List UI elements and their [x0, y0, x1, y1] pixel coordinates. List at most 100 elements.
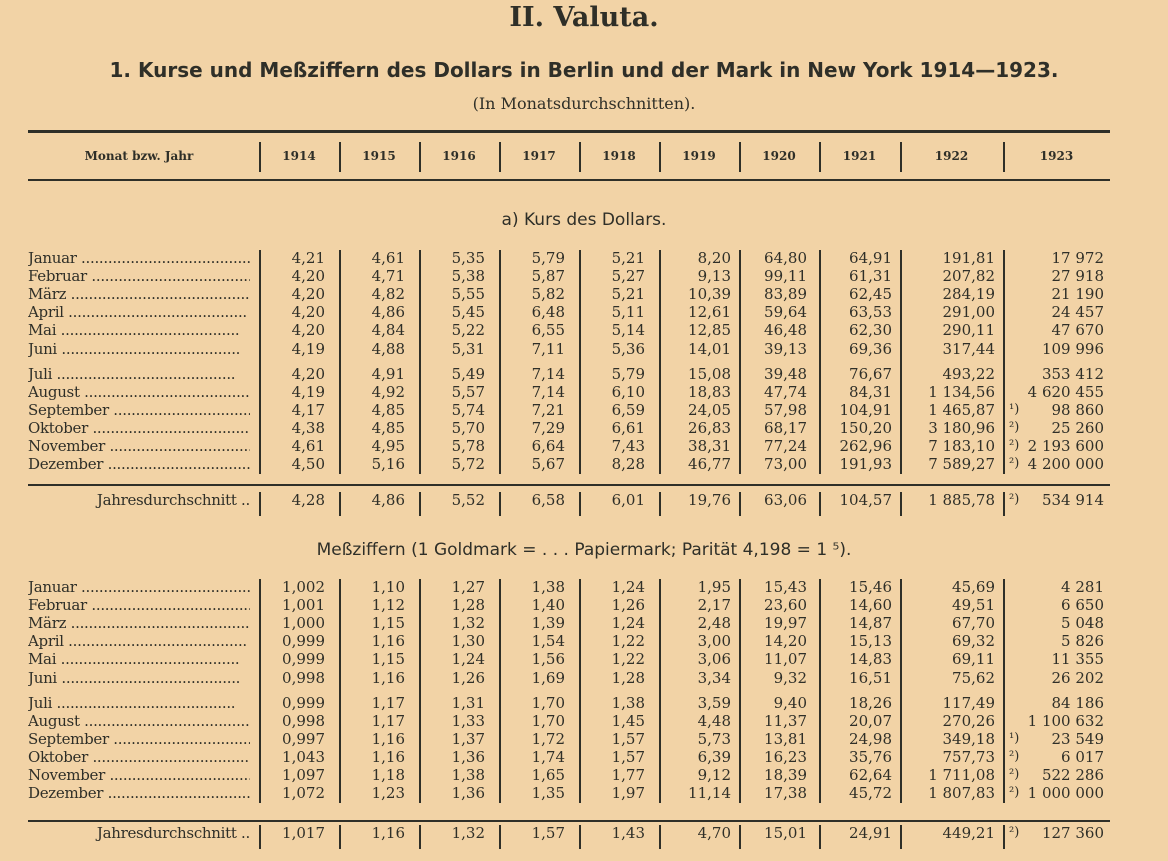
column-divider [659, 250, 661, 475]
table-cell: 1,36 [451, 747, 485, 766]
column-divider [499, 142, 501, 172]
column-divider [739, 142, 741, 172]
table-cell: 9,32 [773, 668, 807, 687]
table-cell: 7,14 [531, 364, 565, 383]
table-cell: 1,27 [451, 578, 485, 596]
table-cell: 1,001 [282, 596, 325, 615]
column-divider [579, 142, 581, 172]
table-cell: 5,11 [611, 303, 645, 322]
table-cell: 3,00 [697, 632, 731, 651]
table-cell: 7,43 [611, 437, 645, 455]
column-divider [339, 579, 341, 804]
section-title: a) Kurs des Dollars. [501, 210, 667, 230]
table-cell: 0,998 [282, 668, 325, 687]
table-cell: 1,072 [282, 784, 325, 803]
table-cell: 24,98 [849, 729, 892, 748]
column-divider [1003, 250, 1005, 475]
table-cell: 11,14 [688, 784, 731, 803]
table-cell: 57,98 [764, 400, 807, 419]
table-cell: 5,79 [531, 249, 565, 267]
row-label: Februar ................................… [28, 596, 250, 614]
column-divider [259, 142, 261, 172]
table-cell: 5,55 [451, 285, 485, 304]
table-cell: 98 860 [1051, 400, 1105, 419]
table-cell: 6,55 [531, 321, 565, 340]
table-cell: 5 826 [1061, 632, 1104, 651]
row-label: Januar .................................… [28, 249, 250, 267]
table-cell: 17 972 [1051, 249, 1105, 267]
table-cell: 4,85 [371, 418, 405, 437]
column-divider [259, 250, 261, 475]
table-cell: 1,16 [371, 668, 405, 687]
average-cell: 4,70 [697, 824, 731, 842]
table-cell: 1,097 [282, 766, 325, 784]
table-cell: 1,69 [531, 668, 565, 687]
column-divider [1003, 142, 1005, 172]
table-cell: 0,999 [282, 650, 325, 669]
table-cell: 14,87 [849, 614, 892, 633]
row-label: August .................................… [28, 383, 250, 401]
row-label: Juni ...................................… [28, 669, 250, 687]
table-cell: 1,95 [697, 578, 731, 596]
month-label: Dezember [28, 784, 104, 803]
leader-dots: ........................................ [52, 693, 236, 712]
table-cell: 4,85 [371, 400, 405, 419]
table-cell: 5,49 [451, 364, 485, 383]
table-cell: 5,27 [611, 267, 645, 286]
table-cell: 62,45 [849, 285, 892, 304]
table-cell: 1,15 [371, 614, 405, 633]
table-cell: 4 200 000 [1027, 455, 1104, 474]
table-cell: 5,78 [451, 437, 485, 455]
section-divider-rule [28, 820, 1110, 822]
table-cell: 39,13 [764, 339, 807, 358]
table-cell: 1 100 632 [1027, 711, 1104, 730]
leader-dots: ........................................ [79, 382, 250, 401]
row-label: Juni ...................................… [28, 340, 250, 358]
column-divider [259, 492, 261, 516]
table-cell: 1,32 [451, 614, 485, 633]
leader-dots: ........................................ [76, 249, 250, 267]
page-title: II. Valuta. [509, 2, 659, 33]
table-cell: 46,77 [688, 455, 731, 474]
table-cell: 1,54 [531, 632, 565, 651]
row-label: März ...................................… [28, 614, 250, 632]
table-cell: 4,20 [291, 267, 325, 286]
table-cell: 73,00 [764, 455, 807, 474]
leader-dots: ........................................ [113, 729, 250, 748]
table-cell: 5,73 [697, 729, 731, 748]
table-cell: 64,80 [764, 249, 807, 267]
section-title: Meßziffern (1 Goldmark = . . . Papiermar… [316, 540, 852, 560]
month-label: Oktober [28, 747, 88, 766]
table-cell: 1,39 [531, 614, 565, 633]
table-cell: 757,73 [942, 747, 996, 766]
table-cell: 1,38 [451, 766, 485, 784]
table-cell: 5,67 [531, 455, 565, 474]
table-cell: 270,26 [942, 711, 996, 730]
table-cell: 84,31 [849, 382, 892, 401]
table-cell: 46,48 [764, 321, 807, 340]
table-cell: 5,21 [611, 249, 645, 267]
column-divider [739, 825, 741, 849]
column-divider [419, 825, 421, 849]
table-cell: 14,83 [849, 650, 892, 669]
header-year: 1923 [1039, 149, 1074, 163]
header-year: 1914 [282, 149, 316, 163]
table-cell: 191,93 [839, 455, 893, 474]
header-year: 1917 [522, 149, 556, 163]
average-cell: 19,76 [688, 491, 731, 509]
row-label: Mai ....................................… [28, 650, 250, 668]
leader-dots: ........................................ [109, 766, 250, 784]
month-label: Februar [28, 596, 87, 615]
column-divider [659, 579, 661, 804]
table-cell: 6 017 [1061, 747, 1104, 766]
table-cell: 5,87 [531, 267, 565, 286]
column-divider [900, 250, 902, 475]
table-cell: 4,95 [371, 437, 405, 455]
table-cell: 4,20 [291, 303, 325, 322]
table-cell: 3,34 [697, 668, 731, 687]
section-divider-rule [28, 484, 1110, 486]
table-cell: 1,28 [611, 668, 645, 687]
table-cell: 5,82 [531, 285, 565, 304]
column-divider [659, 492, 661, 516]
column-divider [659, 825, 661, 849]
